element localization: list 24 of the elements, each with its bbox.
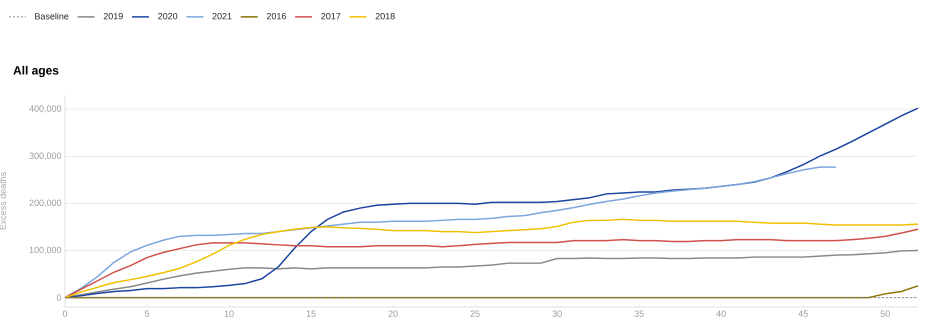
x-tick-label: 10 <box>224 310 234 317</box>
y-tick-label: 400,000 <box>29 105 62 113</box>
y-tick-label: 100,000 <box>30 246 62 254</box>
legend-label: Baseline <box>35 12 68 20</box>
x-tick-label: 30 <box>552 310 562 317</box>
chart-title: All ages <box>13 66 58 78</box>
x-tick-label: 35 <box>634 310 644 317</box>
legend-label: 2016 <box>266 12 286 20</box>
x-tick-label: 15 <box>306 310 316 317</box>
legend-label: 2018 <box>376 12 395 20</box>
legend-label: 2017 <box>321 12 340 20</box>
legend-label: 2020 <box>158 12 178 20</box>
x-tick-label: 25 <box>470 310 480 317</box>
y-tick-label: 200,000 <box>30 200 62 208</box>
legend-label: 2021 <box>212 12 232 20</box>
x-tick-label: 5 <box>144 310 150 317</box>
x-tick-label: 40 <box>716 310 726 317</box>
y-tick-label: 300,000 <box>29 152 62 160</box>
x-tick-label: 45 <box>798 310 808 317</box>
y-tick-label: 0 <box>56 294 62 301</box>
x-tick-label: 20 <box>388 310 398 317</box>
legend-label: 2019 <box>104 12 123 20</box>
x-tick-label: 50 <box>880 310 890 317</box>
x-tick-label: 0 <box>62 310 68 317</box>
